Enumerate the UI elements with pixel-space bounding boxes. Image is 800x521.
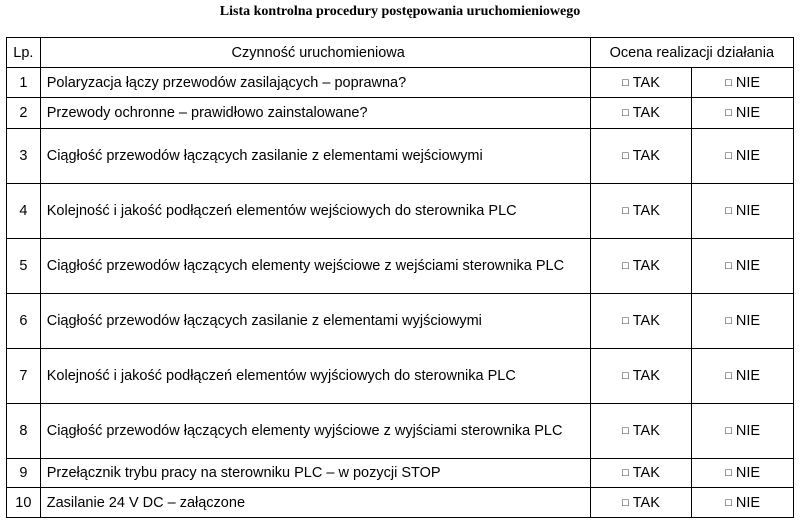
- activity-text: Ciągłość przewodów łączących elementy wy…: [39, 403, 591, 459]
- no-label: NIE: [735, 148, 761, 164]
- yes-option[interactable]: □ TAK: [589, 97, 693, 129]
- row-number: 7: [6, 348, 41, 404]
- no-label: NIE: [735, 258, 761, 274]
- no-option[interactable]: □ NIE: [691, 128, 794, 184]
- yes-label: TAK: [632, 258, 660, 274]
- checkbox-icon[interactable]: □: [725, 467, 732, 479]
- checkbox-icon[interactable]: □: [622, 315, 629, 327]
- no-option[interactable]: □ NIE: [691, 293, 794, 349]
- no-label: NIE: [735, 74, 761, 91]
- activity-text: Ciągłość przewodów łączących zasilanie z…: [39, 293, 591, 349]
- activity-text: Ciągłość przewodów łączących zasilanie z…: [39, 128, 591, 184]
- activity-text: Kolejność i jakość podłączeń elementów w…: [39, 348, 591, 404]
- table-row: 10 Zasilanie 24 V DC – załączone □ TAK □ NIE: [6, 487, 794, 518]
- no-label: NIE: [735, 203, 761, 219]
- yes-option[interactable]: □ TAK: [589, 403, 693, 459]
- row-number: 3: [6, 128, 41, 184]
- no-label: NIE: [735, 465, 761, 481]
- yes-label: TAK: [632, 313, 660, 329]
- activity-text: Ciągłość przewodów łączących elementy we…: [39, 238, 591, 294]
- checkbox-icon[interactable]: □: [725, 205, 732, 217]
- no-label: NIE: [735, 105, 761, 121]
- header-activity: Czynność uruchomieniowa: [39, 37, 591, 68]
- checkbox-icon[interactable]: □: [725, 425, 732, 437]
- no-label: NIE: [735, 368, 761, 384]
- no-option[interactable]: □ NIE: [691, 67, 794, 98]
- header-lp: Lp.: [6, 37, 41, 68]
- row-number: 10: [6, 487, 41, 518]
- table-row: 4 Kolejność i jakość podłączeń elementów …: [6, 183, 794, 239]
- table-row: 3 Ciągłość przewodów łączących zasilanie …: [6, 128, 794, 184]
- yes-label: TAK: [632, 74, 660, 91]
- table-row: 5 Ciągłość przewodów łączących elementy w…: [6, 238, 794, 294]
- checklist-table: Lp. Czynność uruchomieniowa Ocena realiz…: [6, 37, 795, 518]
- yes-label: TAK: [632, 368, 660, 384]
- table-row: 9 Przełącznik trybu pracy na sterowniku P…: [6, 458, 794, 488]
- yes-option[interactable]: □ TAK: [589, 458, 693, 488]
- no-option[interactable]: □ NIE: [691, 97, 794, 129]
- no-label: NIE: [735, 313, 761, 329]
- table-row: 1 Polaryzacja łączy przewodów zasilającyc…: [6, 67, 794, 98]
- checkbox-icon[interactable]: □: [622, 150, 629, 162]
- row-number: 1: [6, 67, 41, 98]
- yes-option[interactable]: □ TAK: [589, 128, 693, 184]
- yes-option[interactable]: □ TAK: [589, 348, 693, 404]
- checkbox-icon[interactable]: □: [622, 496, 629, 509]
- row-number: 8: [6, 403, 41, 459]
- checkbox-icon[interactable]: □: [622, 107, 629, 119]
- yes-option[interactable]: □ TAK: [589, 293, 693, 349]
- row-number: 4: [6, 183, 41, 239]
- yes-label: TAK: [632, 105, 660, 121]
- yes-label: TAK: [632, 465, 660, 481]
- table-row: 7 Kolejność i jakość podłączeń elementów …: [6, 348, 794, 404]
- activity-text: Polaryzacja łączy przewodów zasilających…: [39, 67, 591, 98]
- row-number: 5: [6, 238, 41, 294]
- activity-text: Zasilanie 24 V DC – załączone: [39, 487, 591, 518]
- checkbox-icon[interactable]: □: [622, 76, 629, 89]
- no-option[interactable]: □ NIE: [691, 487, 794, 518]
- row-number: 9: [6, 458, 41, 488]
- table-header-row: Lp. Czynność uruchomieniowa Ocena realiz…: [6, 37, 795, 68]
- table-row: 2 Przewody ochronne – prawidłowo zainstal…: [6, 97, 794, 129]
- yes-label: TAK: [632, 423, 660, 439]
- activity-text: Przewody ochronne – prawidłowo zainstalo…: [39, 97, 591, 129]
- checkbox-icon[interactable]: □: [725, 76, 732, 89]
- row-number: 6: [6, 293, 41, 349]
- no-option[interactable]: □ NIE: [691, 458, 794, 488]
- yes-option[interactable]: □ TAK: [589, 487, 693, 518]
- checkbox-icon[interactable]: □: [622, 260, 629, 272]
- no-label: NIE: [735, 494, 761, 511]
- checkbox-icon[interactable]: □: [622, 467, 629, 479]
- checkbox-icon[interactable]: □: [725, 150, 732, 162]
- yes-label: TAK: [632, 148, 660, 164]
- yes-option[interactable]: □ TAK: [589, 67, 693, 98]
- checkbox-icon[interactable]: □: [725, 315, 732, 327]
- document-title: Lista kontrolna procedury postępowania u…: [219, 4, 581, 19]
- row-number: 2: [6, 97, 41, 129]
- table-row: 6 Ciągłość przewodów łączących zasilanie …: [6, 293, 794, 349]
- table-row: 8 Ciągłość przewodów łączących elementy w…: [6, 403, 794, 459]
- activity-text: Kolejność i jakość podłączeń elementów w…: [39, 183, 591, 239]
- checkbox-icon[interactable]: □: [622, 370, 629, 382]
- activity-text: Przełącznik trybu pracy na sterowniku PL…: [39, 458, 591, 488]
- yes-option[interactable]: □ TAK: [589, 183, 693, 239]
- checkbox-icon[interactable]: □: [725, 496, 732, 509]
- no-option[interactable]: □ NIE: [691, 183, 794, 239]
- yes-label: TAK: [632, 203, 660, 219]
- yes-label: TAK: [632, 494, 660, 511]
- header-evaluation: Ocena realizacji działania: [589, 37, 795, 68]
- checkbox-icon[interactable]: □: [725, 107, 732, 119]
- no-option[interactable]: □ NIE: [691, 403, 794, 459]
- checkbox-icon[interactable]: □: [725, 260, 732, 272]
- no-option[interactable]: □ NIE: [691, 348, 794, 404]
- checkbox-icon[interactable]: □: [622, 425, 629, 437]
- yes-option[interactable]: □ TAK: [589, 238, 693, 294]
- no-option[interactable]: □ NIE: [691, 238, 794, 294]
- no-label: NIE: [735, 423, 761, 439]
- checkbox-icon[interactable]: □: [622, 205, 629, 217]
- checkbox-icon[interactable]: □: [725, 370, 732, 382]
